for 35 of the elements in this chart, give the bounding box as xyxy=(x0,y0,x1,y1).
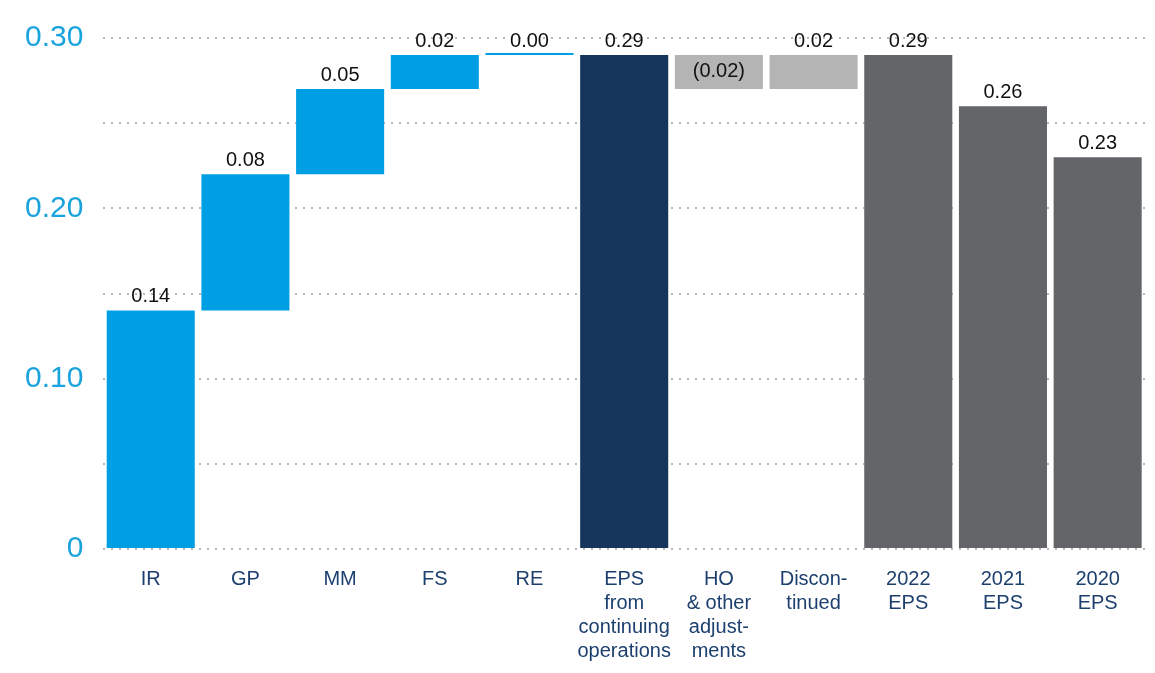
data-label: 0.00 xyxy=(510,28,549,51)
bar xyxy=(958,106,1047,548)
x-tick-label: FS xyxy=(422,566,448,589)
y-tick-label: 0.10 xyxy=(25,359,84,393)
x-tick-label: EPS from continuing operations xyxy=(577,566,671,661)
y-tick-label: 0.20 xyxy=(25,189,84,223)
data-label: 0.29 xyxy=(604,28,644,51)
y-tick-label: 0.30 xyxy=(25,19,84,53)
data-label: 0.29 xyxy=(888,28,928,51)
data-label: 0.14 xyxy=(131,284,171,307)
bar xyxy=(1053,157,1142,548)
bar xyxy=(769,55,858,90)
bar xyxy=(864,55,953,548)
bar xyxy=(201,174,290,311)
x-tick-label: IR xyxy=(140,566,161,589)
x-tick-label: RE xyxy=(515,566,544,589)
bar xyxy=(580,55,669,548)
x-tick-label: 2020 EPS xyxy=(1075,566,1120,613)
data-label: 0.02 xyxy=(794,28,834,51)
y-tick-label: 0 xyxy=(66,530,84,564)
bar xyxy=(106,310,195,548)
x-tick-label: MM xyxy=(323,566,357,589)
data-label: 0.08 xyxy=(225,147,265,170)
x-tick-label: HO & other adjust- ments xyxy=(686,566,752,661)
x-tick-label: GP xyxy=(230,566,260,589)
data-label: (0.02) xyxy=(692,58,746,81)
x-tick-label: 2022 EPS xyxy=(886,566,931,613)
data-label: 0.05 xyxy=(320,62,360,85)
bar xyxy=(390,55,479,90)
data-label: 0.26 xyxy=(983,79,1023,102)
x-tick-label: 2021 EPS xyxy=(980,566,1026,613)
bar xyxy=(296,89,385,175)
data-label: 0.02 xyxy=(415,28,455,51)
data-label: 0.23 xyxy=(1078,130,1118,153)
x-tick-label: Discon- tinued xyxy=(779,566,848,613)
